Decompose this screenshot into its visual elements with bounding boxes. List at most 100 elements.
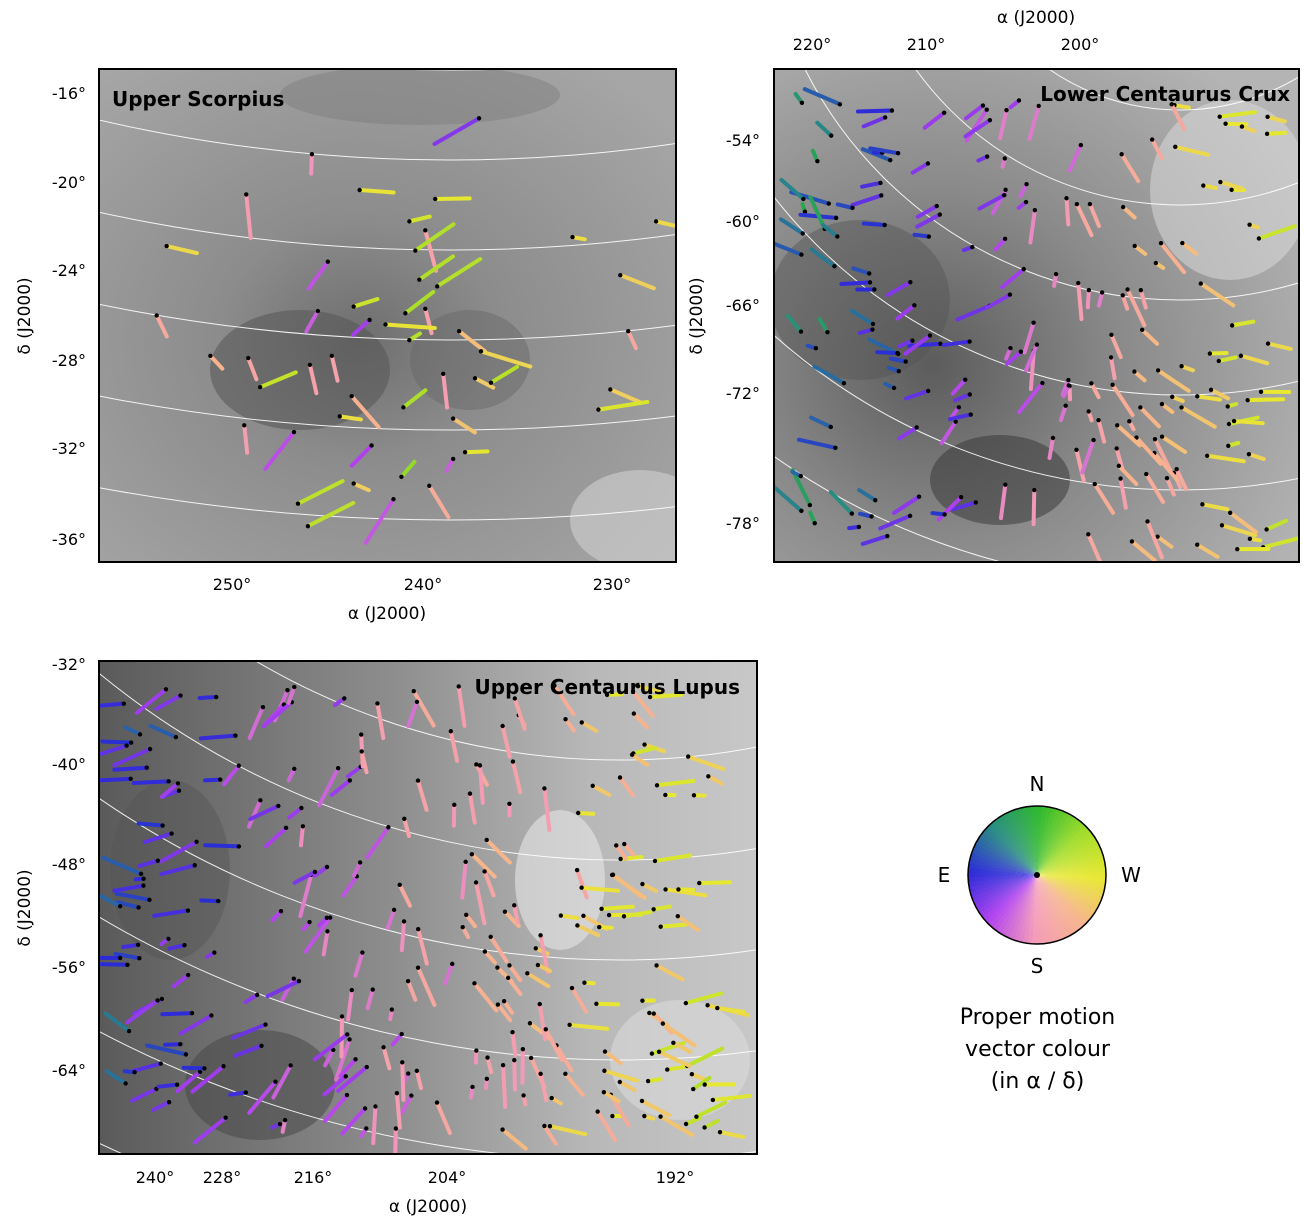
- proper-motion-vector: [639, 1098, 672, 1118]
- star-point: [450, 456, 456, 462]
- star-point: [1216, 358, 1221, 364]
- star-point: [484, 1076, 490, 1082]
- panel-lower-centaurus-crux: Lower Centaurus Crux -54° -60° -66° -72°…: [687, 8, 1300, 563]
- proper-motion-vector: [385, 907, 397, 930]
- legend-caption-line: Proper motion: [959, 1005, 1116, 1030]
- proper-motion-vector: [100, 739, 134, 745]
- star-point: [452, 802, 457, 808]
- proper-motion-vector: [151, 1100, 172, 1112]
- proper-motion-vector: [977, 193, 1007, 211]
- proper-motion-vector: [280, 976, 296, 1002]
- compass-east: E: [938, 863, 951, 887]
- star-point: [339, 1014, 345, 1019]
- star-point: [1089, 381, 1094, 386]
- star-point: [194, 839, 199, 845]
- star-point: [1002, 192, 1007, 198]
- star-point: [956, 405, 962, 410]
- proper-motion-vector: [855, 108, 894, 114]
- proper-motion-vector: [697, 880, 732, 886]
- proper-motion-vector: [123, 725, 143, 737]
- star-point: [984, 107, 989, 112]
- y-axis-label: δ (J2000): [687, 277, 707, 354]
- star-point: [676, 887, 681, 892]
- star-point: [533, 946, 538, 951]
- star-point: [296, 978, 302, 984]
- star-point: [630, 689, 636, 694]
- proper-motion-vector: [815, 120, 834, 138]
- proper-motion-vector: [715, 1006, 746, 1014]
- proper-motion-vector: [839, 280, 872, 286]
- y-tick-labels: -54° -60° -66° -72° -78°: [726, 131, 760, 533]
- star-point: [1034, 342, 1040, 347]
- proper-motion-vector: [271, 1063, 293, 1100]
- proper-motion-vector: [1180, 241, 1199, 256]
- proper-motion-vector: [1209, 387, 1231, 401]
- declination-circle: [0, 0, 1304, 960]
- star-point: [155, 998, 160, 1003]
- star-point: [1256, 236, 1262, 241]
- star-point: [826, 201, 831, 206]
- star-point: [710, 1097, 716, 1103]
- star-point: [910, 338, 915, 343]
- star-point: [622, 841, 627, 847]
- proper-motion-vector: [142, 831, 174, 845]
- proper-motion-vector: [390, 1032, 404, 1047]
- star-point: [640, 998, 645, 1003]
- proper-motion-vector: [665, 1064, 689, 1072]
- star-point: [849, 511, 855, 516]
- proper-motion-vector: [1261, 536, 1299, 550]
- declination-circle: [99, 119, 676, 161]
- proper-motion-vector: [630, 752, 650, 767]
- proper-motion-vector: [317, 766, 341, 808]
- star-point: [337, 414, 342, 419]
- proper-motion-vector: [563, 1071, 585, 1097]
- star-point: [987, 117, 993, 123]
- proper-motion-vector: [563, 717, 576, 733]
- proper-motion-vector: [868, 146, 901, 156]
- y-axis-label: δ (J2000): [15, 277, 35, 354]
- star-point: [478, 349, 484, 354]
- proper-motion-vector: [464, 912, 477, 929]
- star-point: [383, 322, 388, 327]
- proper-motion-vector: [175, 1069, 202, 1094]
- proper-motion-vector: [190, 1064, 226, 1094]
- star-point: [282, 1117, 288, 1123]
- proper-motion-vector: [658, 922, 689, 929]
- star-point: [397, 882, 402, 888]
- star-point: [658, 1114, 663, 1119]
- star-point: [837, 102, 843, 107]
- star-point: [1207, 351, 1213, 356]
- proper-motion-vector: [790, 468, 812, 508]
- declination-circle: [1048, 69, 1299, 111]
- star-point: [312, 869, 318, 875]
- star-point: [878, 180, 883, 186]
- x-tick-label: 200°: [1061, 35, 1100, 54]
- declination-circle: [774, 334, 1299, 491]
- star-point: [833, 445, 838, 450]
- star-point: [614, 843, 619, 848]
- proper-motion-vector: [443, 961, 455, 986]
- star-point: [1247, 222, 1252, 227]
- proper-motion-vector: [304, 309, 320, 334]
- proper-motion-vector: [485, 1055, 494, 1075]
- y-tick-label: -78°: [726, 514, 760, 533]
- star-point: [417, 277, 422, 282]
- star-point: [132, 1069, 137, 1075]
- proper-motion-vector: [321, 929, 330, 957]
- star-point: [349, 987, 355, 993]
- proper-motion-vector: [171, 973, 191, 989]
- star-point: [1195, 542, 1200, 547]
- star-point: [495, 965, 500, 970]
- y-tick-label: -64°: [52, 1061, 86, 1080]
- x-axis-label: α (J2000): [997, 8, 1075, 28]
- star-point: [832, 264, 837, 269]
- star-point: [370, 987, 375, 992]
- star-point: [916, 494, 922, 499]
- proper-motion-vector: [352, 860, 363, 878]
- proper-motion-vector: [407, 214, 432, 224]
- proper-motion-vector: [99, 962, 130, 967]
- star-point: [124, 743, 129, 748]
- proper-motion-vector: [850, 193, 884, 207]
- star-point: [401, 919, 407, 924]
- star-point: [485, 1055, 490, 1060]
